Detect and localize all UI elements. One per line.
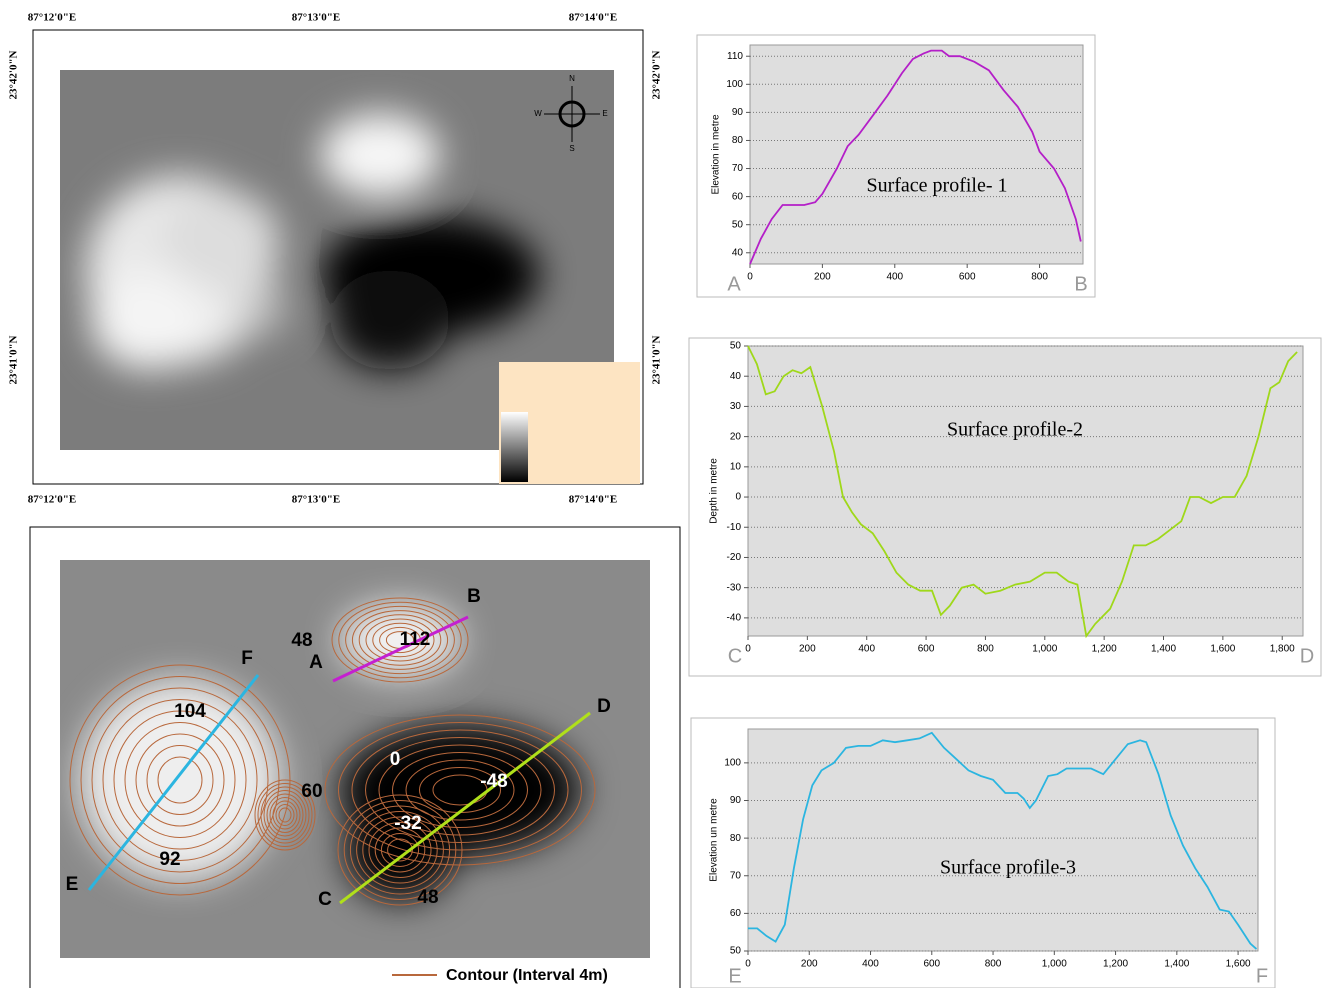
compass-letter: E bbox=[602, 109, 607, 118]
y-tick-label: 10 bbox=[730, 461, 742, 472]
map-label: 112 bbox=[400, 629, 431, 650]
corner-label: B bbox=[1074, 273, 1087, 295]
corner-label: E bbox=[728, 965, 741, 987]
y-tick-label: 50 bbox=[730, 341, 742, 352]
y-tick-label: 40 bbox=[732, 247, 744, 258]
x-tick-label: 400 bbox=[858, 644, 875, 655]
compass-letter: N bbox=[569, 74, 575, 83]
x-tick-label: 1,600 bbox=[1210, 644, 1235, 655]
y-axis-label: Elevation in metre bbox=[711, 114, 722, 194]
corner-label: D bbox=[1300, 645, 1314, 667]
y-tick-label: -30 bbox=[727, 582, 742, 593]
y-tick-label: 100 bbox=[726, 79, 743, 90]
map-label: 60 bbox=[301, 781, 322, 802]
corner-label: F bbox=[1256, 965, 1268, 987]
map-label: 92 bbox=[159, 849, 180, 870]
y-tick-label: -10 bbox=[727, 522, 742, 533]
y-tick-label: 90 bbox=[730, 795, 742, 806]
y-tick-label: 0 bbox=[735, 492, 741, 503]
y-tick-label: -40 bbox=[727, 613, 742, 624]
y-tick-label: 60 bbox=[732, 191, 744, 202]
corner-label: C bbox=[728, 645, 742, 667]
y-tick-label: 80 bbox=[732, 135, 744, 146]
point-label: B bbox=[467, 586, 481, 607]
map-label: 104 bbox=[174, 701, 206, 722]
x-tick-label: 800 bbox=[977, 644, 994, 655]
coord-label: 23°41'0"N bbox=[8, 335, 20, 384]
chart: 40 50 60 70 80 90 100 110 0 200 400 600 800 Elevation… bbox=[697, 35, 1095, 297]
y-tick-label: 50 bbox=[732, 219, 744, 230]
y-tick-label: 100 bbox=[724, 758, 741, 769]
x-tick-label: 400 bbox=[862, 959, 879, 970]
x-tick-label: 0 bbox=[747, 272, 753, 283]
point-label: A bbox=[309, 652, 323, 673]
x-tick-label: 800 bbox=[1031, 272, 1048, 283]
point-label: F bbox=[241, 648, 253, 669]
x-tick-label: 1,400 bbox=[1164, 959, 1189, 970]
coord-label: 87°13'0"E bbox=[292, 12, 340, 24]
x-tick-label: 1,000 bbox=[1042, 959, 1067, 970]
y-tick-label: -20 bbox=[727, 552, 742, 563]
x-tick-label: 0 bbox=[745, 644, 751, 655]
y-tick-label: 40 bbox=[730, 371, 742, 382]
chart: -40 -30 -20 -10 0 10 20 30 40 50 0 200 400 600 800 1,00… bbox=[689, 338, 1321, 676]
y-tick-label: 70 bbox=[730, 870, 742, 881]
page: 87°12'0"E 87°12'0"E 87°13'0"E 87°13'0"E 87°1… bbox=[0, 0, 1322, 988]
x-tick-label: 0 bbox=[745, 959, 751, 970]
map-label: 0 bbox=[390, 749, 401, 770]
y-tick-label: 30 bbox=[730, 401, 742, 412]
x-tick-label: 400 bbox=[886, 272, 903, 283]
x-tick-label: 200 bbox=[799, 644, 816, 655]
compass-letter: S bbox=[569, 144, 574, 153]
point-label: E bbox=[66, 874, 79, 895]
figure: 87°12'0"E 87°12'0"E 87°13'0"E 87°13'0"E 87°1… bbox=[0, 0, 1322, 988]
y-axis-label: Depth in metre bbox=[709, 458, 720, 524]
map-label: -48 bbox=[480, 771, 507, 792]
x-tick-label: 1,800 bbox=[1270, 644, 1295, 655]
x-tick-label: 1,200 bbox=[1092, 644, 1117, 655]
x-tick-label: 1,600 bbox=[1226, 959, 1251, 970]
coord-label: 87°14'0"E bbox=[569, 12, 617, 24]
y-tick-label: 50 bbox=[730, 946, 742, 957]
x-tick-label: 200 bbox=[801, 959, 818, 970]
coord-label: 87°12'0"E bbox=[28, 494, 76, 506]
y-tick-label: 90 bbox=[732, 107, 744, 118]
coord-label: 87°12'0"E bbox=[28, 12, 76, 24]
coord-label: 87°13'0"E bbox=[292, 494, 340, 506]
map-label: 48 bbox=[291, 630, 312, 651]
chart: 50 60 70 80 90 100 0 200 400 600 800 1,000 1,200 1,40… bbox=[691, 718, 1275, 988]
y-tick-label: 70 bbox=[732, 163, 744, 174]
y-tick-label: 110 bbox=[727, 51, 743, 62]
legend-ramp bbox=[501, 412, 528, 482]
x-tick-label: 600 bbox=[918, 644, 935, 655]
corner-label: A bbox=[727, 273, 741, 295]
coord-label: 87°14'0"E bbox=[569, 494, 617, 506]
map-label: -32 bbox=[394, 813, 421, 834]
plot-area bbox=[748, 346, 1303, 636]
y-tick-label: 60 bbox=[730, 908, 742, 919]
coord-label: 23°41'0"N bbox=[651, 335, 663, 384]
x-tick-label: 1,400 bbox=[1151, 644, 1176, 655]
x-tick-label: 600 bbox=[959, 272, 976, 283]
y-tick-label: 20 bbox=[730, 431, 742, 442]
chart-title: Surface profile- 1 bbox=[866, 175, 1007, 197]
x-tick-label: 800 bbox=[985, 959, 1002, 970]
coord-label: 23°42'0"N bbox=[651, 50, 663, 99]
chart-title: Surface profile-2 bbox=[947, 419, 1083, 441]
legend-label: Contour (Interval 4m) bbox=[446, 967, 608, 984]
contour-image bbox=[60, 560, 650, 958]
point-label: D bbox=[597, 696, 611, 717]
x-tick-label: 1,000 bbox=[1032, 644, 1057, 655]
point-label: C bbox=[318, 889, 332, 910]
chart-title: Surface profile-3 bbox=[940, 857, 1076, 879]
y-tick-label: 80 bbox=[730, 833, 742, 844]
y-axis-label: Elevation un metre bbox=[709, 798, 720, 882]
compass-letter: W bbox=[534, 109, 542, 118]
x-tick-label: 1,200 bbox=[1103, 959, 1128, 970]
plot-area bbox=[750, 45, 1083, 264]
map-label: 48 bbox=[417, 887, 438, 908]
x-tick-label: 200 bbox=[814, 272, 831, 283]
coord-label: 23°42'0"N bbox=[8, 50, 20, 99]
x-tick-label: 600 bbox=[923, 959, 940, 970]
